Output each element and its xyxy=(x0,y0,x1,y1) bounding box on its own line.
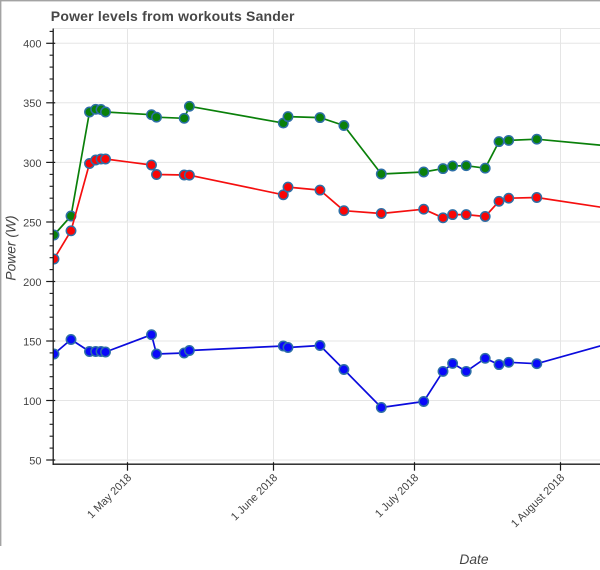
svg-text:Date: Date xyxy=(459,552,488,567)
svg-text:200: 200 xyxy=(23,277,41,289)
svg-text:Power levels from workouts San: Power levels from workouts Sander xyxy=(51,8,295,24)
svg-text:250: 250 xyxy=(23,217,41,229)
svg-text:300: 300 xyxy=(23,158,41,170)
svg-text:Power (W): Power (W) xyxy=(3,215,18,280)
svg-text:150: 150 xyxy=(23,336,41,348)
svg-text:400: 400 xyxy=(23,39,41,51)
svg-text:100: 100 xyxy=(23,396,41,408)
svg-text:50: 50 xyxy=(29,455,41,467)
svg-text:350: 350 xyxy=(23,98,41,110)
